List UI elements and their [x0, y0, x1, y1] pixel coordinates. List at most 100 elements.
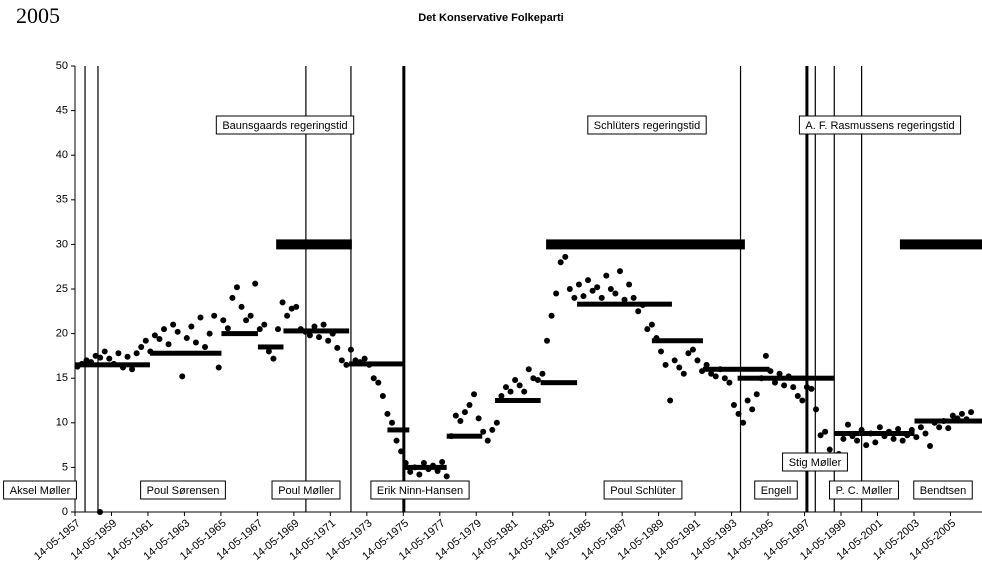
annotation-box [829, 480, 899, 500]
y-tick-label: 0 [62, 506, 68, 518]
annotation: Engell [761, 485, 792, 497]
y-tick-label: 50 [56, 60, 68, 72]
poll-point [138, 343, 145, 350]
average-bar [788, 375, 835, 381]
poll-point [329, 330, 336, 337]
poll-point [963, 416, 970, 423]
poll-point [129, 366, 136, 373]
average-bar [577, 301, 672, 307]
poll-point [712, 373, 719, 380]
poll-point [635, 308, 642, 315]
poll-point [730, 401, 737, 408]
poll-point [676, 364, 683, 371]
poll-point [78, 360, 85, 367]
poll-point [484, 437, 491, 444]
poll-point [288, 305, 295, 312]
poll-point [393, 437, 400, 444]
y-tick-label: 40 [56, 149, 68, 161]
annotation-box [754, 480, 798, 500]
poll-point [74, 363, 81, 370]
poll-point [876, 424, 883, 431]
poll-point [461, 409, 468, 416]
poll-point [881, 433, 888, 440]
poll-point [498, 393, 505, 400]
poll-point [790, 384, 797, 391]
poll-point [958, 410, 965, 417]
poll-point [197, 314, 204, 321]
annotation-box [798, 115, 962, 135]
poll-point [256, 326, 263, 333]
poll-point [844, 421, 851, 428]
poll-point [97, 354, 104, 361]
poll-point [571, 294, 578, 301]
y-tick-label: 25 [56, 283, 68, 295]
annotation: Stig Møller [789, 457, 842, 469]
poll-point [115, 350, 122, 357]
poll-point [206, 330, 213, 337]
annotation-box [271, 480, 341, 500]
poll-point [325, 337, 332, 344]
poll-point [279, 299, 286, 306]
poll-point [502, 384, 509, 391]
poll-point [416, 471, 423, 478]
average-bar [834, 431, 860, 437]
poll-point [562, 253, 569, 260]
poll-point [922, 430, 929, 437]
poll-point [671, 357, 678, 364]
poll-point [434, 467, 441, 474]
government-bar [276, 239, 352, 250]
poll-point [425, 466, 432, 473]
poll-point [740, 419, 747, 426]
poll-point [648, 321, 655, 328]
poll-point [471, 391, 478, 398]
poll-point [749, 406, 756, 413]
annotation: Bendtsen [920, 485, 966, 497]
poll-point [211, 312, 218, 319]
poll-point [448, 433, 455, 440]
poll-point [475, 415, 482, 422]
poll-point [525, 366, 532, 373]
poll-point [598, 294, 605, 301]
average-bar [737, 375, 807, 381]
poll-point [88, 359, 95, 366]
poll-point [530, 375, 537, 382]
poll-point [872, 439, 879, 446]
annotation: Poul Sørensen [147, 485, 220, 497]
poll-point [658, 348, 665, 355]
poll-point [343, 361, 350, 368]
poll-point [101, 348, 108, 355]
poll-point [430, 462, 437, 469]
poll-point [347, 346, 354, 353]
poll-point [192, 339, 199, 346]
poll-point [936, 424, 943, 431]
annotation-box [782, 452, 848, 472]
poll-point [384, 410, 391, 417]
poll-point [607, 286, 614, 292]
poll-point [106, 355, 113, 362]
annotation-box [587, 115, 707, 135]
poll-point [726, 379, 733, 386]
poll-point [398, 448, 405, 455]
poll-point [885, 428, 892, 435]
annotation: A. F. Rasmussens regeringstid [805, 120, 954, 132]
poll-point [507, 388, 514, 395]
poll-point [156, 335, 163, 342]
average-bar [446, 433, 483, 439]
poll-point [252, 280, 259, 287]
average-bar [387, 427, 410, 433]
poll-point [548, 312, 555, 319]
poll-point [302, 328, 309, 335]
poll-point [808, 385, 815, 392]
poll-point [767, 368, 774, 375]
poll-point [334, 344, 341, 351]
poll-point [320, 321, 327, 328]
poll-point [402, 459, 409, 466]
government-bar [899, 239, 982, 250]
poll-point [110, 360, 117, 367]
poll-point [270, 355, 277, 362]
annotation: Schlüters regeringstid [594, 120, 700, 132]
poll-point [685, 350, 692, 357]
poll-point [238, 303, 245, 310]
poll-point [762, 352, 769, 359]
poll-point [917, 424, 924, 431]
